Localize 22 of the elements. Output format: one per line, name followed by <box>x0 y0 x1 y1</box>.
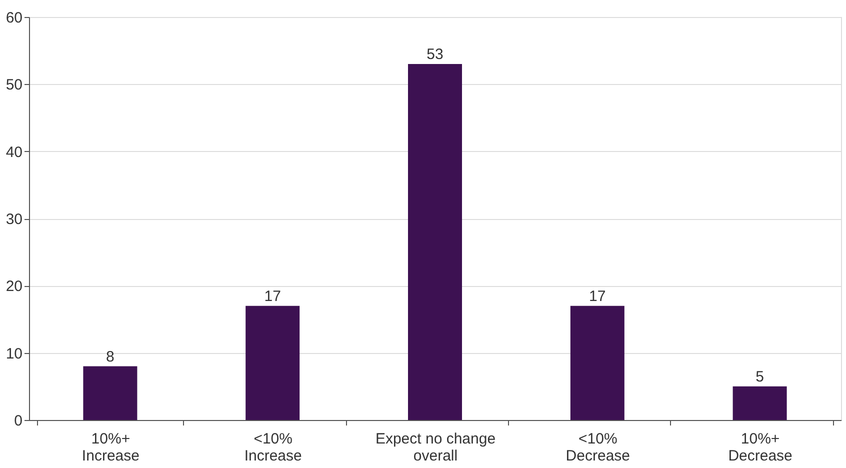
data-label: 8 <box>106 348 114 366</box>
x-tick-label: <10% Increase <box>244 430 302 464</box>
y-tick-label: 50 <box>6 76 22 94</box>
data-label: 53 <box>426 46 444 64</box>
data-label: 17 <box>589 288 606 305</box>
y-tick-label: 60 <box>6 10 22 26</box>
bar <box>732 386 787 420</box>
x-tick-label: Expect no change overall <box>375 430 496 464</box>
bar <box>83 366 138 420</box>
bar <box>246 306 300 420</box>
y-tick-label: 40 <box>6 144 22 161</box>
y-tick-label: 20 <box>6 278 22 296</box>
bar <box>570 306 624 420</box>
y-tick-label: 30 <box>6 211 22 228</box>
x-tick-label: 10%+ Decrease <box>728 430 792 464</box>
data-label: 17 <box>264 288 281 305</box>
x-tick-label: 10%+ Increase <box>82 430 140 464</box>
y-tick-label: 10 <box>6 345 22 362</box>
data-label: 5 <box>756 368 764 386</box>
x-tick-label: <10% Decrease <box>566 430 630 464</box>
y-tick-label: 0 <box>14 412 22 430</box>
bar <box>408 64 462 420</box>
